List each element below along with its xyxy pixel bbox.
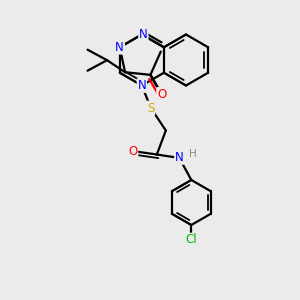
Text: Cl: Cl — [185, 233, 197, 247]
Text: H: H — [189, 149, 197, 159]
Text: N: N — [116, 41, 124, 54]
Text: O: O — [157, 88, 166, 101]
Text: N: N — [137, 79, 146, 92]
Text: O: O — [128, 145, 137, 158]
Text: N: N — [139, 28, 148, 41]
Text: S: S — [147, 101, 154, 115]
Text: N: N — [175, 151, 184, 164]
